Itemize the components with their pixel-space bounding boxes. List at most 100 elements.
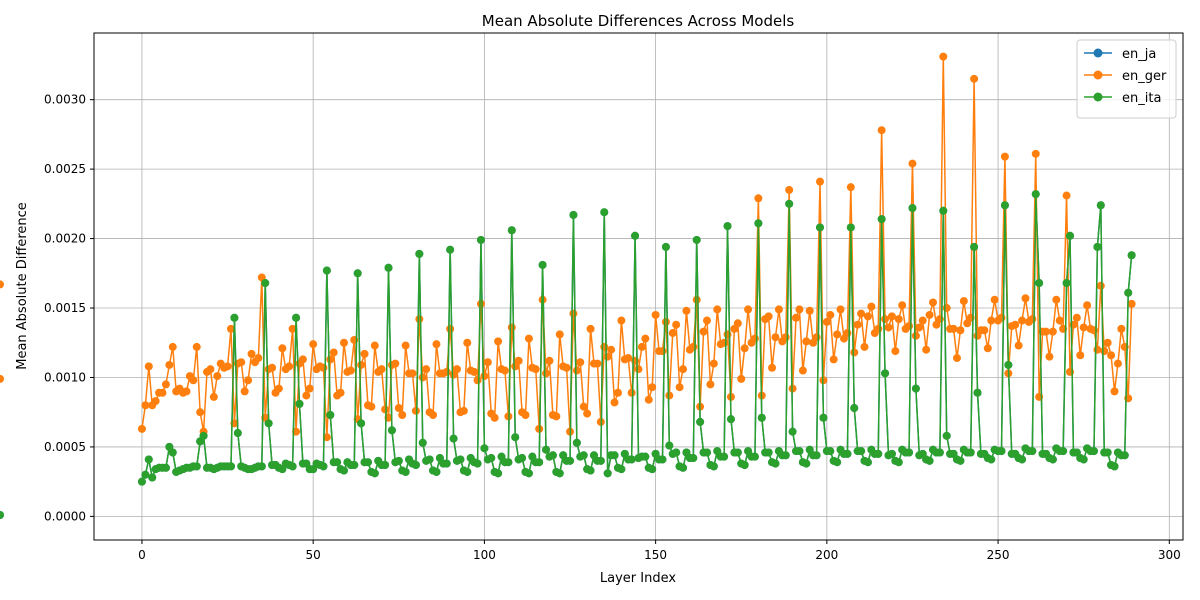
data-point-en_ger xyxy=(1018,316,1027,325)
data-point-en_ita xyxy=(874,449,883,458)
data-point-en_ita xyxy=(418,438,427,447)
data-point-en_ita xyxy=(935,448,944,457)
data-point-en_ita xyxy=(757,413,766,422)
x-tick-label: 100 xyxy=(473,548,496,562)
data-point-en_ita xyxy=(326,410,335,419)
data-point-en_ger xyxy=(555,330,564,339)
chart-title: Mean Absolute Differences Across Models xyxy=(482,12,795,30)
data-point-en_ger xyxy=(665,391,674,400)
data-point-en_ita xyxy=(535,458,544,467)
data-point-en_ger xyxy=(631,356,640,365)
data-point-en_ger xyxy=(418,373,427,382)
data-point-en_ger xyxy=(887,312,896,321)
y-tick-label: 0.0015 xyxy=(44,301,86,315)
data-point-en_ita xyxy=(261,279,270,288)
series-en_ita xyxy=(0,190,1136,519)
data-point-en_ita xyxy=(579,451,588,460)
data-point-en_ita xyxy=(494,469,503,478)
data-point-en_ita xyxy=(415,249,424,258)
y-tick-label: 0.0030 xyxy=(44,93,86,107)
data-point-en_ger xyxy=(706,380,715,389)
data-point-en_ger xyxy=(237,358,246,367)
data-point-en_ita xyxy=(569,210,578,219)
data-point-en_ger xyxy=(209,392,218,401)
data-point-en_ger xyxy=(480,372,489,381)
data-point-en_ger xyxy=(367,402,376,411)
data-point-en_ger xyxy=(514,356,523,365)
data-point-en_ger xyxy=(843,329,852,338)
data-point-en_ger xyxy=(723,330,732,339)
data-point-en_ita xyxy=(692,235,701,244)
data-point-en_ger xyxy=(1045,352,1054,361)
data-point-en_ger xyxy=(990,295,999,304)
data-point-en_ger xyxy=(545,356,554,365)
legend-label: en_ita xyxy=(1122,91,1161,106)
data-point-en_ger xyxy=(377,365,386,374)
data-point-en_ger xyxy=(881,315,890,324)
data-point-en_ita xyxy=(771,459,780,468)
data-point-en_ita xyxy=(144,455,153,464)
data-point-en_ita xyxy=(740,460,749,469)
data-point-en_ger xyxy=(288,324,297,333)
x-axis-label: Layer Index xyxy=(600,571,676,586)
data-point-en_ger xyxy=(278,344,287,353)
data-point-en_ger xyxy=(1021,294,1030,303)
data-point-en_ger xyxy=(429,410,438,419)
grid xyxy=(94,33,1183,540)
y-axis-label: Mean Absolute Difference xyxy=(15,202,30,370)
legend-label: en_ger xyxy=(1122,69,1167,84)
data-point-en_ita xyxy=(785,199,794,208)
data-point-en_ita xyxy=(394,456,403,465)
data-point-en_ita xyxy=(1004,360,1013,369)
data-point-en_ita xyxy=(357,419,366,428)
data-point-en_ita xyxy=(726,415,735,424)
data-point-en_ger xyxy=(781,333,790,342)
data-point-en_ger xyxy=(959,297,968,306)
data-point-en_ger xyxy=(569,309,578,318)
data-point-en_ita xyxy=(548,451,557,460)
data-point-en_ger xyxy=(158,388,167,397)
data-point-en_ger xyxy=(1052,295,1061,304)
data-point-en_ita xyxy=(816,223,824,232)
data-point-en_ger xyxy=(833,330,842,339)
data-point-en_ita xyxy=(446,245,455,254)
y-tick-label: 0.0005 xyxy=(44,440,86,454)
data-point-en_ita xyxy=(1103,448,1112,457)
data-point-en_ger xyxy=(381,405,390,414)
y-tick-label: 0.0000 xyxy=(44,509,86,523)
data-point-en_ita xyxy=(661,242,670,251)
data-point-en_ger xyxy=(922,345,931,354)
data-point-en_ger xyxy=(1072,313,1081,322)
data-point-en_ger xyxy=(161,380,170,389)
data-point-en_ger xyxy=(182,387,191,396)
data-point-en_ita xyxy=(939,206,948,215)
data-point-en_ger xyxy=(846,183,855,192)
data-point-en_ita xyxy=(192,462,201,471)
data-point-en_ita xyxy=(781,451,790,460)
data-point-en_ita xyxy=(631,231,640,240)
data-point-en_ger xyxy=(891,347,900,356)
data-point-en_ger xyxy=(802,337,811,346)
data-point-en_ita xyxy=(956,456,965,465)
data-point-en_ger xyxy=(0,280,4,289)
legend-entry-en_ita: en_ita xyxy=(1084,91,1161,106)
data-point-en_ger xyxy=(720,338,729,347)
data-point-en_ger xyxy=(408,369,417,378)
data-point-en_ger xyxy=(939,52,948,61)
data-point-en_ita xyxy=(942,431,951,440)
data-point-en_ita xyxy=(168,448,177,457)
data-point-en_ger xyxy=(661,317,670,326)
data-point-en_ita xyxy=(925,456,934,465)
data-point-en_ger xyxy=(411,406,420,415)
data-point-en_ita xyxy=(353,269,362,278)
data-point-en_ger xyxy=(942,304,951,313)
data-point-en_ger xyxy=(357,360,366,369)
data-point-en_ita xyxy=(1124,288,1133,297)
data-point-en_ita xyxy=(473,459,482,468)
data-point-en_ita xyxy=(572,438,581,447)
data-point-en_ger xyxy=(713,305,722,314)
data-point-en_ita xyxy=(456,455,465,464)
data-point-en_ita xyxy=(363,458,372,467)
data-point-en_ger xyxy=(768,363,777,372)
